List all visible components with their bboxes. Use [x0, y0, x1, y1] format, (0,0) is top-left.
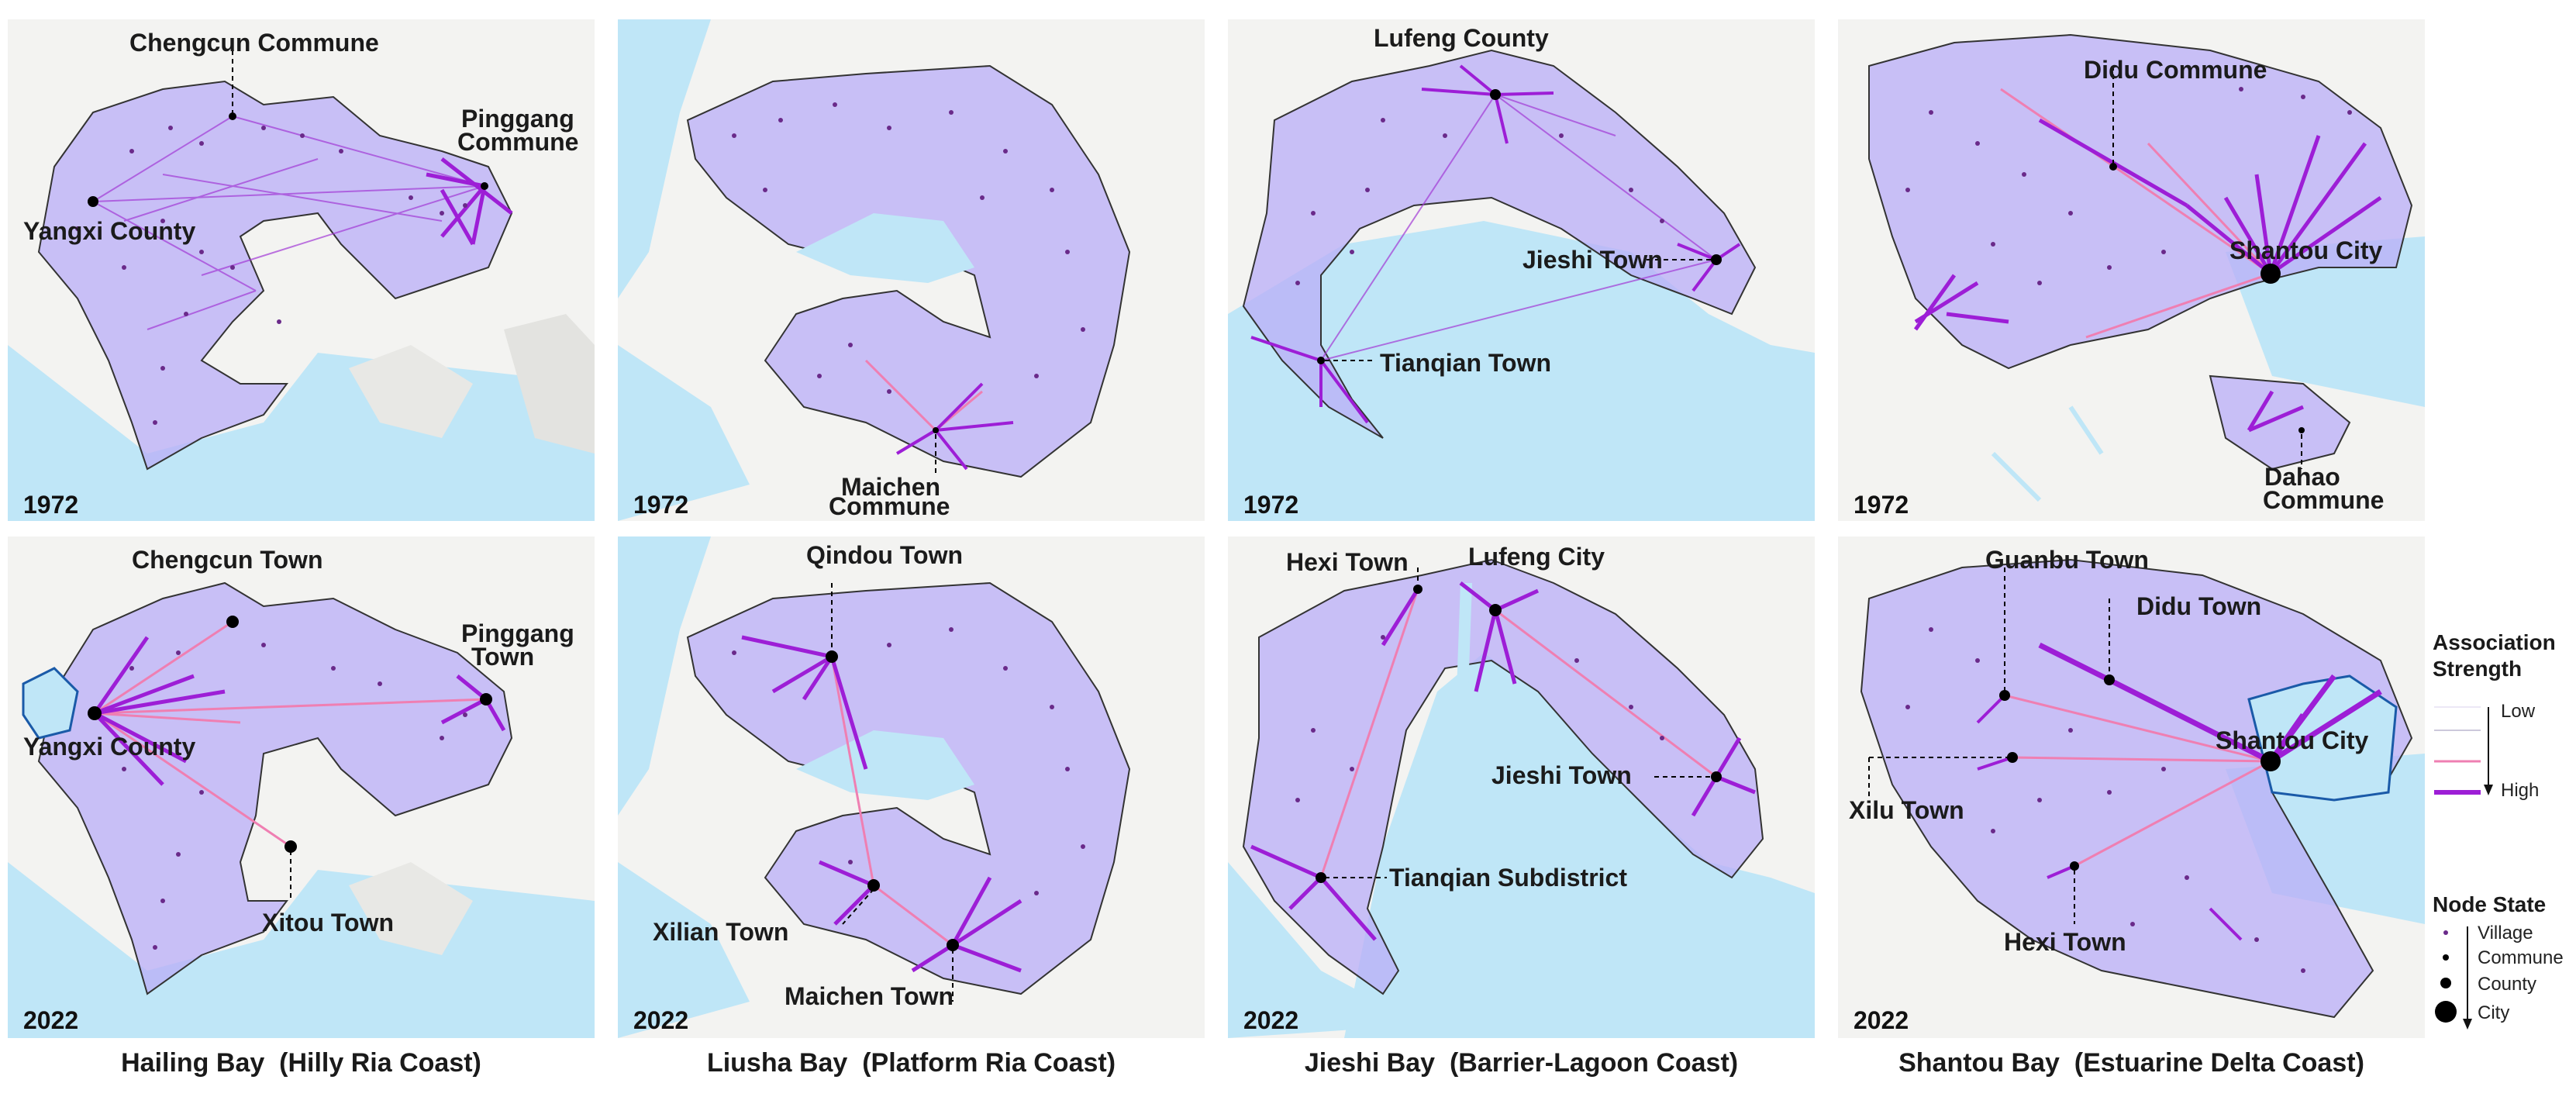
- legend: Association Strength Low High Node State…: [2433, 0, 2576, 1097]
- year-label: 1972: [1243, 491, 1299, 519]
- year-label: 1972: [1854, 491, 1909, 519]
- legend-node-commune: Commune: [2478, 947, 2564, 968]
- year-label: 1972: [633, 491, 689, 519]
- place-label: Jieshi Town: [1491, 761, 1632, 789]
- legend-node-city: City: [2478, 1002, 2510, 1023]
- place-label: Chengcun Town: [132, 546, 323, 574]
- place-label: Jieshi Town: [1522, 246, 1663, 274]
- map-hailing-1972: [8, 19, 595, 521]
- map-shantou-2022: [1838, 536, 2425, 1038]
- map-jieshi-2022: [1228, 536, 1815, 1038]
- place-label: Chengcun Commune: [129, 29, 379, 57]
- place-label: Xitou Town: [262, 909, 395, 937]
- year-label: 2022: [23, 1006, 79, 1034]
- legend-high-label: High: [2501, 780, 2540, 801]
- map-jieshi-1972: [1228, 19, 1815, 521]
- column-title-hailing: Hailing Bay (Hilly Ria Coast): [121, 1048, 481, 1078]
- place-label: Tianqian Town: [1380, 349, 1552, 377]
- year-label: 2022: [1243, 1006, 1299, 1034]
- legend-node-title: Node State: [2433, 892, 2547, 916]
- place-label: Commune: [2263, 486, 2385, 514]
- place-label: Lufeng County: [1374, 24, 1549, 52]
- place-label: Didu Town: [2136, 592, 2262, 620]
- place-label: Shantou City: [2229, 236, 2383, 264]
- place-label: Xilu Town: [1849, 796, 1964, 824]
- map-shantou-1972: [1838, 19, 2425, 521]
- map-panel-jieshi-2022: Hexi Town Lufeng City Jieshi Town Tianqi…: [1228, 536, 1815, 1038]
- map-panel-liusha-1972: Maichen Commune 1972: [618, 19, 1205, 521]
- legend-association-lines: [2434, 706, 2493, 795]
- place-label: Dahao: [2264, 463, 2340, 491]
- map-panel-liusha-2022: Qindou Town Xilian Town Maichen Town 202…: [618, 536, 1205, 1038]
- column-title-shantou: Shantou Bay (Estuarine Delta Coast): [1898, 1048, 2364, 1078]
- place-label: Shantou City: [2216, 726, 2369, 754]
- place-label: Commune: [829, 492, 950, 520]
- year-label: 2022: [1854, 1006, 1909, 1034]
- map-hailing-2022: [8, 536, 595, 1038]
- place-label: Guanbu Town: [1985, 546, 2149, 574]
- legend-node-village: Village: [2478, 923, 2533, 943]
- place-label: Yangxi County: [23, 217, 196, 245]
- place-label: Commune: [457, 128, 579, 156]
- place-label: Town: [471, 643, 535, 671]
- place-label: Maichen Town: [785, 982, 954, 1010]
- place-label: Maichen: [841, 473, 941, 501]
- legend-node-symbols: [2435, 926, 2472, 1030]
- legend-association-title-2: Strength: [2433, 657, 2523, 681]
- column-title-jieshi: Jieshi Bay (Barrier-Lagoon Coast): [1304, 1048, 1739, 1078]
- map-liusha-2022: [618, 536, 1205, 1038]
- place-label: Lufeng City: [1468, 543, 1605, 571]
- map-panel-shantou-2022: Guanbu Town Didu Town Shantou City Xilu …: [1838, 536, 2425, 1038]
- place-label: Hexi Town: [1286, 548, 1409, 576]
- map-panel-hailing-1972: Chengcun Commune Pinggang Commune Yangxi…: [8, 19, 595, 521]
- place-label: Pinggang: [461, 105, 574, 133]
- place-label: Hexi Town: [2004, 928, 2126, 956]
- place-label: Tianqian Subdistrict: [1389, 864, 1627, 892]
- legend-low-label: Low: [2501, 701, 2536, 722]
- map-panel-shantou-1972: Didu Commune Shantou City Dahao Commune …: [1838, 19, 2425, 521]
- column-title-liusha: Liusha Bay (Platform Ria Coast): [706, 1048, 1116, 1078]
- place-label: Qindou Town: [806, 541, 964, 569]
- place-label: Xilian Town: [653, 918, 789, 946]
- map-panel-jieshi-1972: Lufeng County Jieshi Town Tianqian Town …: [1228, 19, 1815, 521]
- place-label: Yangxi County: [23, 733, 196, 761]
- legend-association-title: Association: [2433, 630, 2556, 654]
- year-label: 1972: [23, 491, 79, 519]
- map-panel-hailing-2022: Chengcun Town Pinggang Town Yangxi Count…: [8, 536, 595, 1038]
- place-label: Pinggang: [461, 619, 574, 647]
- place-label: Didu Commune: [2084, 56, 2267, 84]
- year-label: 2022: [633, 1006, 689, 1034]
- legend-node-county: County: [2478, 974, 2537, 995]
- map-liusha-1972: [618, 19, 1205, 521]
